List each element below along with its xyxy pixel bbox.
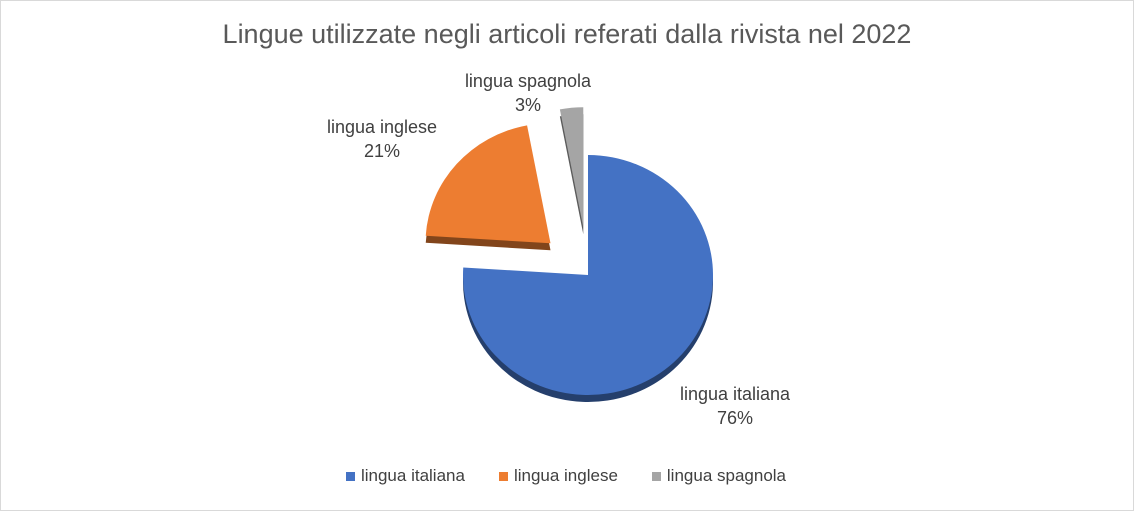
data-label-percent-0: 76% <box>717 408 753 428</box>
data-label-percent-1: 21% <box>364 141 400 161</box>
data-label-category-0: lingua italiana <box>680 384 791 404</box>
legend-label-italiana: lingua italiana <box>360 466 465 485</box>
legend-item-inglese: lingua inglese <box>498 466 618 486</box>
legend-swatch-spagnola <box>651 471 661 481</box>
legend-swatch-italiana <box>345 471 355 481</box>
pie-slice-0 <box>463 155 713 395</box>
data-label-category-2: lingua spagnola <box>465 71 592 91</box>
legend-label-spagnola: lingua spagnola <box>666 466 787 485</box>
data-label-category-1: lingua inglese <box>327 117 437 137</box>
chart-legend: lingua italiana lingua inglese lingua sp… <box>0 466 1132 486</box>
pie-slice-1 <box>425 125 551 244</box>
legend-item-spagnola: lingua spagnola <box>651 466 787 486</box>
chart-title: Lingue utilizzate negli articoli referat… <box>222 19 912 49</box>
data-label-percent-2: 3% <box>515 95 541 115</box>
legend-item-italiana: lingua italiana <box>345 466 465 486</box>
pie-slice-2 <box>559 107 584 228</box>
legend-swatch-inglese <box>498 471 508 481</box>
legend-label-inglese: lingua inglese <box>513 466 618 485</box>
